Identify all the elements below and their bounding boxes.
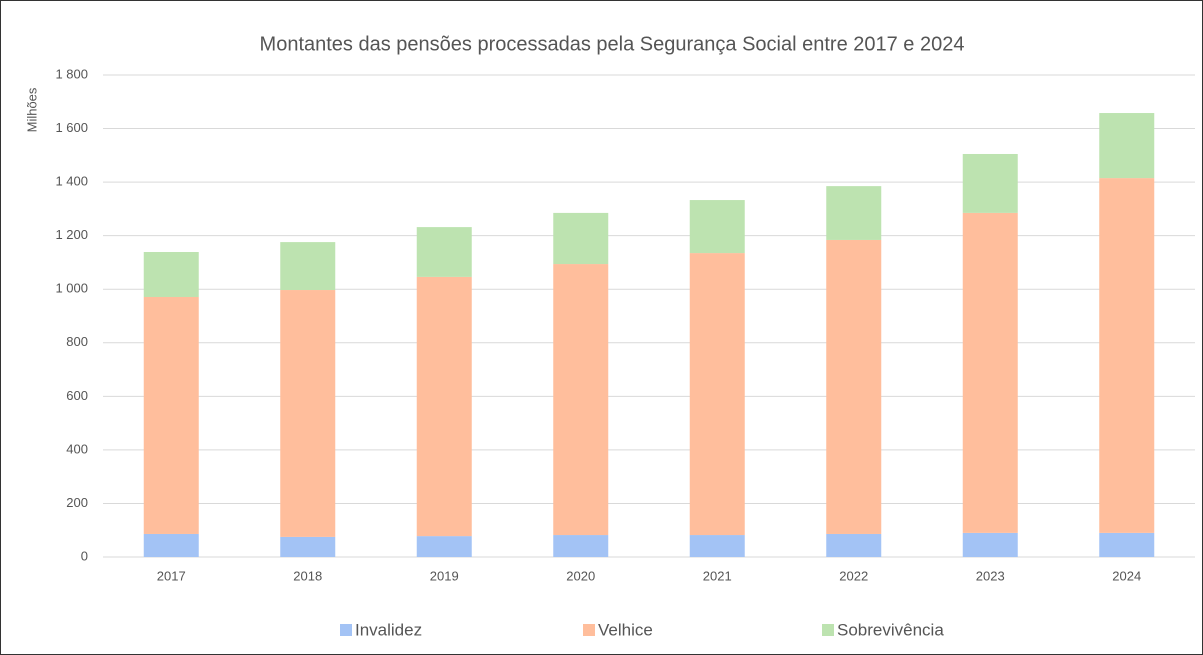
y-tick-label: 1 200 — [55, 227, 88, 242]
bar-segment — [143, 533, 199, 557]
bar-segment — [143, 296, 199, 534]
bar-segment — [689, 253, 745, 536]
y-tick-label: 200 — [66, 495, 88, 510]
bar-segment — [689, 535, 745, 557]
bar-segment — [280, 290, 336, 537]
legend-swatch — [583, 624, 595, 636]
bar-segment — [553, 264, 609, 536]
legend-label: Invalidez — [355, 620, 422, 639]
legend-label: Sobrevivência — [837, 620, 944, 639]
bar-segment — [826, 186, 882, 240]
bar-segment — [280, 536, 336, 557]
bar-segment — [962, 212, 1018, 533]
bar-segment — [826, 533, 882, 557]
legend-swatch — [822, 624, 834, 636]
bar-segment — [280, 242, 336, 291]
x-tick-label: 2023 — [976, 568, 1005, 583]
bar-segment — [1099, 532, 1155, 557]
y-tick-label: 1 800 — [55, 66, 88, 81]
bar-segment — [1099, 113, 1155, 179]
y-tick-label: 600 — [66, 388, 88, 403]
bar-segment — [416, 276, 472, 537]
x-tick-label: 2022 — [839, 568, 868, 583]
bar-segment — [962, 532, 1018, 557]
x-tick-label: 2021 — [703, 568, 732, 583]
x-tick-label: 2020 — [566, 568, 595, 583]
x-tick-label: 2018 — [293, 568, 322, 583]
legend-label: Velhice — [598, 620, 653, 639]
x-tick-label: 2024 — [1112, 568, 1141, 583]
bar-segment — [143, 252, 199, 297]
legend-swatch — [340, 624, 352, 636]
y-tick-label: 0 — [81, 548, 88, 563]
bar-segment — [826, 239, 882, 534]
bar-segment — [689, 200, 745, 254]
y-tick-label: 800 — [66, 334, 88, 349]
bar-segment — [553, 535, 609, 557]
bar-segment — [553, 212, 609, 265]
chart-title: Montantes das pensões processadas pela S… — [260, 33, 965, 55]
bar-segment — [416, 536, 472, 557]
y-axis-label: Milhões — [24, 87, 39, 132]
bar-segment — [416, 227, 472, 277]
y-tick-label: 1 600 — [55, 120, 88, 135]
x-tick-label: 2019 — [430, 568, 459, 583]
y-tick-label: 1 000 — [55, 281, 88, 296]
y-tick-label: 400 — [66, 441, 88, 456]
bar-segment — [962, 153, 1018, 213]
bar-segment — [1099, 178, 1155, 533]
y-tick-label: 1 400 — [55, 174, 88, 189]
x-tick-label: 2017 — [157, 568, 186, 583]
